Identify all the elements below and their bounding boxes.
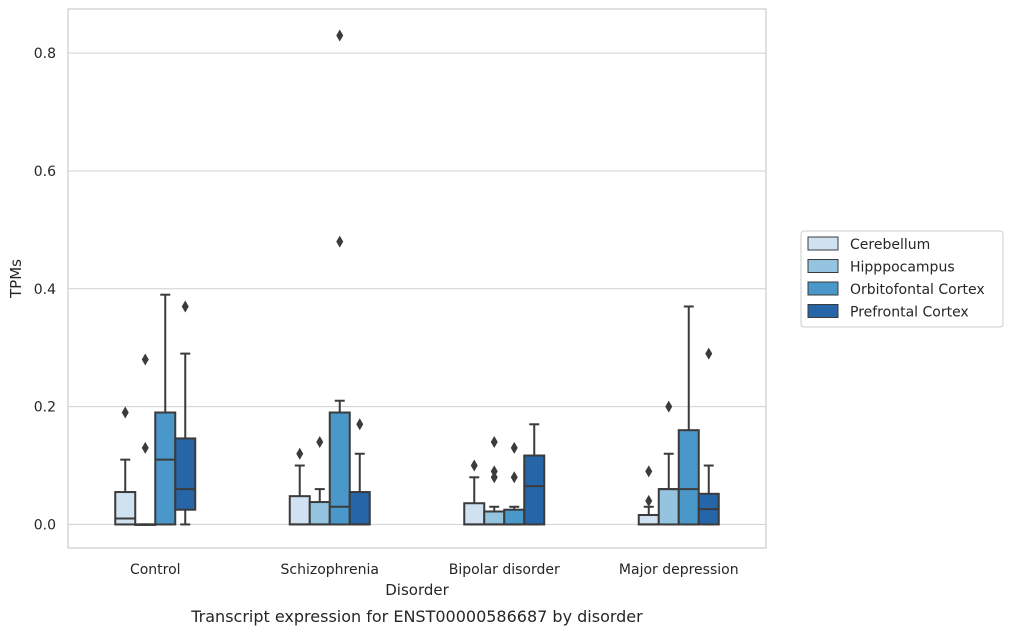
box-hipppocampus [657, 400, 680, 526]
box-hipppocampus [308, 435, 331, 526]
outlier-point [336, 235, 344, 248]
y-tick-label: 0.4 [34, 282, 56, 298]
legend-swatch [807, 281, 839, 296]
figure-caption: Transcript expression for ENST0000058668… [190, 607, 643, 626]
box-hipppocampus [134, 353, 157, 526]
x-tick-labels: Control Schizophrenia Bipolar disorder Majo… [130, 562, 739, 578]
x-tick-label: Major depression [619, 562, 739, 578]
x-tick-label: Bipolar disorder [449, 562, 560, 578]
box-iqr [483, 510, 506, 526]
y-tick-labels: 0.0 0.2 0.4 0.6 0.8 [34, 46, 56, 533]
box-prefrontal-cortex [697, 347, 720, 526]
outlier-point [510, 471, 518, 484]
outlier-point [121, 406, 129, 419]
box-iqr [348, 491, 371, 526]
box-orbitofontal-cortex [328, 29, 351, 526]
outlier-point [336, 29, 344, 42]
legend-label: Prefrontal Cortex [850, 305, 969, 321]
outlier-point [316, 435, 324, 448]
outlier-point [705, 347, 713, 360]
box-iqr [637, 514, 660, 526]
box-iqr [657, 488, 680, 526]
outlier-point [141, 353, 149, 366]
y-tick-label: 0.6 [34, 164, 56, 180]
box-iqr [154, 411, 177, 526]
y-tick-label: 0.8 [34, 46, 56, 62]
outlier-point [645, 494, 653, 507]
box-orbitofontal-cortex [677, 305, 700, 526]
box-iqr [463, 502, 486, 526]
legend-swatch [807, 236, 839, 251]
outlier-point [645, 465, 653, 478]
outlier-point [181, 300, 189, 313]
box-iqr [677, 429, 700, 526]
box-prefrontal-cortex [348, 418, 371, 526]
box-cerebellum [463, 459, 486, 526]
box-iqr [288, 495, 311, 526]
legend-label: Cerebellum [850, 237, 930, 253]
legend-frame [800, 230, 1004, 328]
plot-frame [67, 8, 767, 549]
box-iqr [114, 491, 137, 526]
box-iqr [328, 411, 351, 526]
outlier-point [470, 459, 478, 472]
boxes [114, 29, 720, 526]
box-prefrontal-cortex [174, 300, 197, 526]
box-cerebellum [637, 465, 660, 526]
x-tick-label: Schizophrenia [281, 562, 379, 578]
box-iqr [308, 501, 331, 526]
box-iqr [523, 454, 546, 526]
y-tick-label: 0.0 [34, 517, 56, 533]
outlier-point [490, 435, 498, 448]
box-cerebellum [288, 447, 311, 526]
outlier-point [296, 447, 304, 460]
legend: Cerebellum Hipppocampus Orbitofontal Corte… [800, 230, 1004, 328]
outlier-point [356, 418, 364, 431]
y-tick-label: 0.2 [34, 400, 56, 416]
outlier-point [490, 465, 498, 478]
legend-swatch [807, 259, 839, 273]
outlier-point [141, 441, 149, 454]
y-axis-label: TPMs [7, 259, 25, 299]
box-prefrontal-cortex [523, 423, 546, 526]
outlier-point [665, 400, 673, 413]
box-iqr [503, 508, 526, 526]
box-hipppocampus [483, 435, 506, 526]
box-iqr [174, 437, 197, 511]
x-tick-label: Control [130, 562, 181, 578]
outlier-point [510, 441, 518, 454]
box-orbitofontal-cortex [154, 293, 177, 526]
x-axis-label: Disorder [385, 581, 449, 599]
legend-label: Hipppocampus [850, 260, 955, 276]
box-orbitofontal-cortex [503, 441, 526, 526]
legend-swatch [807, 304, 839, 318]
box-cerebellum [114, 406, 137, 526]
legend-label: Orbitofontal Cortex [850, 282, 985, 298]
